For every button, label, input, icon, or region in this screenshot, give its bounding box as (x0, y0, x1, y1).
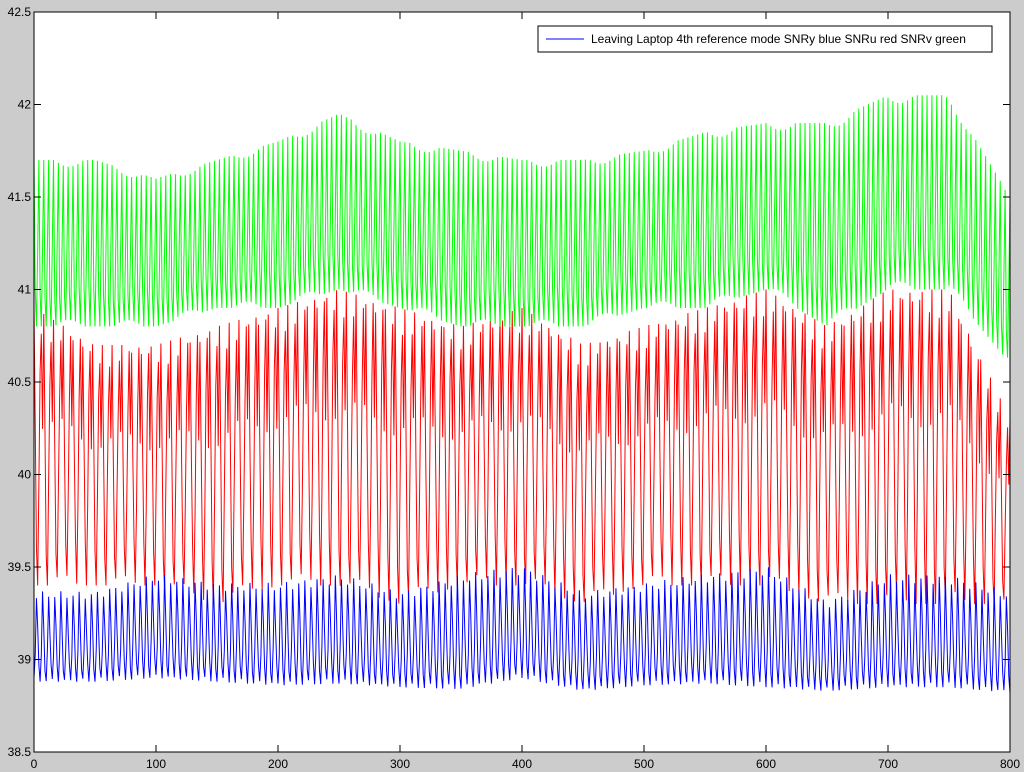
legend-box (537, 25, 993, 53)
y-tick-label: 41.5 (8, 190, 32, 204)
y-tick-label: 42.5 (8, 5, 32, 19)
legend-entry-label: Leaving Laptop 4th reference mode SNRy b… (591, 32, 966, 46)
y-tick-label: 39 (18, 653, 32, 667)
x-tick-label: 200 (268, 757, 288, 771)
y-tick-label: 40 (18, 468, 32, 482)
series-line (33, 567, 1011, 693)
x-tick-label: 300 (390, 757, 410, 771)
x-tick-label: 400 (512, 757, 532, 771)
x-tick-label: 700 (878, 757, 898, 771)
y-tick-label: 40.5 (8, 375, 32, 389)
x-tick-label: 600 (756, 757, 776, 771)
y-tick-label: 41 (18, 283, 32, 297)
legend: Leaving Laptop 4th reference mode SNRy b… (537, 25, 993, 53)
x-tick-label: 0 (31, 757, 38, 771)
series-line (33, 95, 1011, 358)
series-line (33, 289, 1011, 605)
y-tick-label: 42 (18, 98, 32, 112)
x-tick-label: 800 (1000, 757, 1020, 771)
y-tick-label: 39.5 (8, 560, 32, 574)
series-layer (33, 95, 1011, 693)
y-tick-label: 38.5 (8, 745, 32, 759)
x-tick-label: 100 (146, 757, 166, 771)
x-tick-label: 500 (634, 757, 654, 771)
axis-ticks: 0 100 200 300 400 500 600 700 800 38.5 39 39.5 40 40.… (8, 5, 1021, 771)
